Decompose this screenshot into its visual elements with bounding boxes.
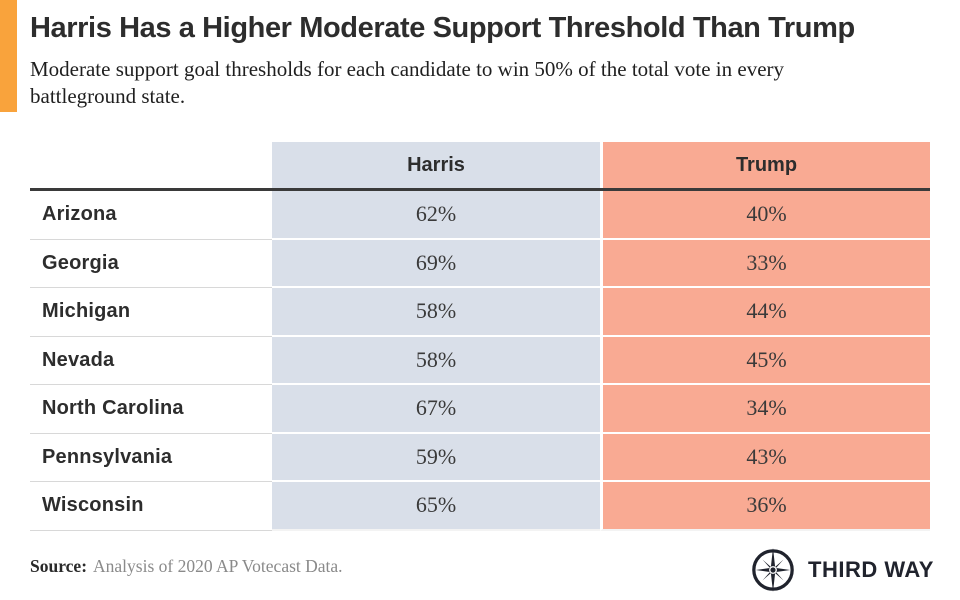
state-label: Michigan xyxy=(30,288,272,337)
state-label: Wisconsin xyxy=(30,482,272,531)
source-note: Source: Analysis of 2020 AP Votecast Data… xyxy=(30,556,343,577)
trump-value: 33% xyxy=(600,239,930,288)
trump-value: 45% xyxy=(600,336,930,385)
data-table: Harris Trump Arizona 62% 40% Georgia 69%… xyxy=(30,142,930,531)
harris-value: 62% xyxy=(272,191,600,240)
logo-wordmark: THIRD WAY xyxy=(808,557,934,582)
harris-value: 58% xyxy=(272,336,600,385)
header-cell-harris: Harris xyxy=(272,142,600,188)
accent-bar xyxy=(0,0,17,112)
table-row: Georgia 69% 33% xyxy=(30,239,930,288)
trump-value: 36% xyxy=(600,482,930,531)
table-row: Michigan 58% 44% xyxy=(30,288,930,337)
trump-value: 43% xyxy=(600,433,930,482)
table-row: Pennsylvania 59% 43% xyxy=(30,433,930,482)
state-label: Pennsylvania xyxy=(30,433,272,482)
trump-value: 40% xyxy=(600,191,930,240)
source-label: Source: xyxy=(30,556,88,576)
header-cell-state xyxy=(30,142,272,188)
trump-value: 44% xyxy=(600,288,930,337)
table-row: North Carolina 67% 34% xyxy=(30,385,930,434)
source-text: Analysis of 2020 AP Votecast Data. xyxy=(93,556,343,576)
table-row: Wisconsin 65% 36% xyxy=(30,482,930,531)
page-subtitle: Moderate support goal thresholds for eac… xyxy=(30,57,785,108)
state-label: Georgia xyxy=(30,239,272,288)
table-header-row: Harris Trump xyxy=(30,142,930,191)
table-row: Arizona 62% 40% xyxy=(30,191,930,240)
harris-value: 69% xyxy=(272,239,600,288)
state-label: North Carolina xyxy=(30,385,272,434)
header-cell-trump: Trump xyxy=(600,142,930,188)
table-row: Nevada 58% 45% xyxy=(30,336,930,385)
third-way-logo: THIRD WAY xyxy=(750,547,934,593)
harris-value: 65% xyxy=(272,482,600,531)
trump-value: 34% xyxy=(600,385,930,434)
state-label: Arizona xyxy=(30,191,272,240)
page-title: Harris Has a Higher Moderate Support Thr… xyxy=(30,12,855,44)
state-label: Nevada xyxy=(30,336,272,385)
harris-value: 59% xyxy=(272,433,600,482)
harris-value: 67% xyxy=(272,385,600,434)
harris-value: 58% xyxy=(272,288,600,337)
compass-star-icon xyxy=(752,547,794,593)
